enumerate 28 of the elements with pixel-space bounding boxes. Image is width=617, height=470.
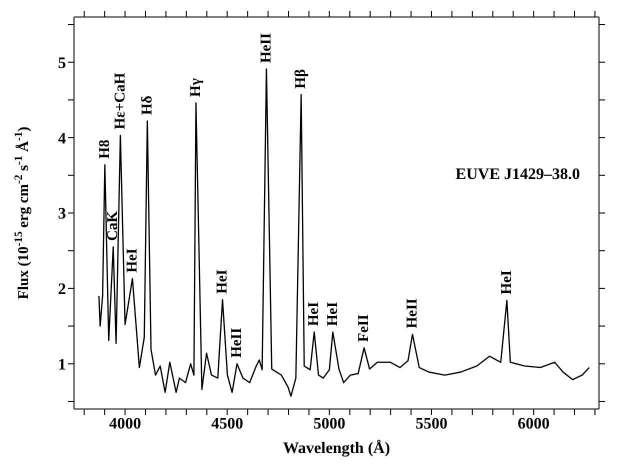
line-series	[98, 68, 590, 397]
annotation: EUVE J1429–38.0	[456, 166, 580, 184]
annotation: Hδ	[139, 95, 156, 116]
annotation: HeII	[404, 298, 420, 328]
y-tick-label: 1	[58, 356, 66, 374]
y-tick-label: 4	[58, 130, 66, 148]
y-tick-label: 3	[58, 206, 66, 223]
x-tick-label: 5500	[415, 415, 448, 432]
annotation: FeII	[356, 314, 372, 342]
annotation: HeI	[306, 302, 322, 326]
annotation: HeI	[124, 248, 140, 273]
annotation: Hβ	[293, 68, 310, 89]
x-tick-label: 6000	[518, 415, 550, 432]
annotation: Hε+CaH	[112, 72, 128, 130]
annotation: HeI	[498, 270, 515, 294]
annotation: HeI	[214, 269, 231, 294]
x-axis-title: Wavelength (Å)	[282, 439, 390, 457]
x-tick-label: 4500	[211, 415, 244, 432]
annotation: H8	[96, 140, 113, 159]
annotation: Hγ	[188, 78, 204, 97]
y-tick-label: 5	[58, 54, 66, 72]
x-tick-label: 4000	[109, 415, 142, 432]
annotation: HeI	[324, 302, 341, 326]
annotation: HeII	[258, 32, 274, 64]
annotation: CaK	[105, 210, 122, 241]
y-tick-label: 2	[58, 281, 66, 298]
x-tick-label: 5000	[313, 415, 346, 432]
annotation: HeII	[229, 328, 246, 358]
